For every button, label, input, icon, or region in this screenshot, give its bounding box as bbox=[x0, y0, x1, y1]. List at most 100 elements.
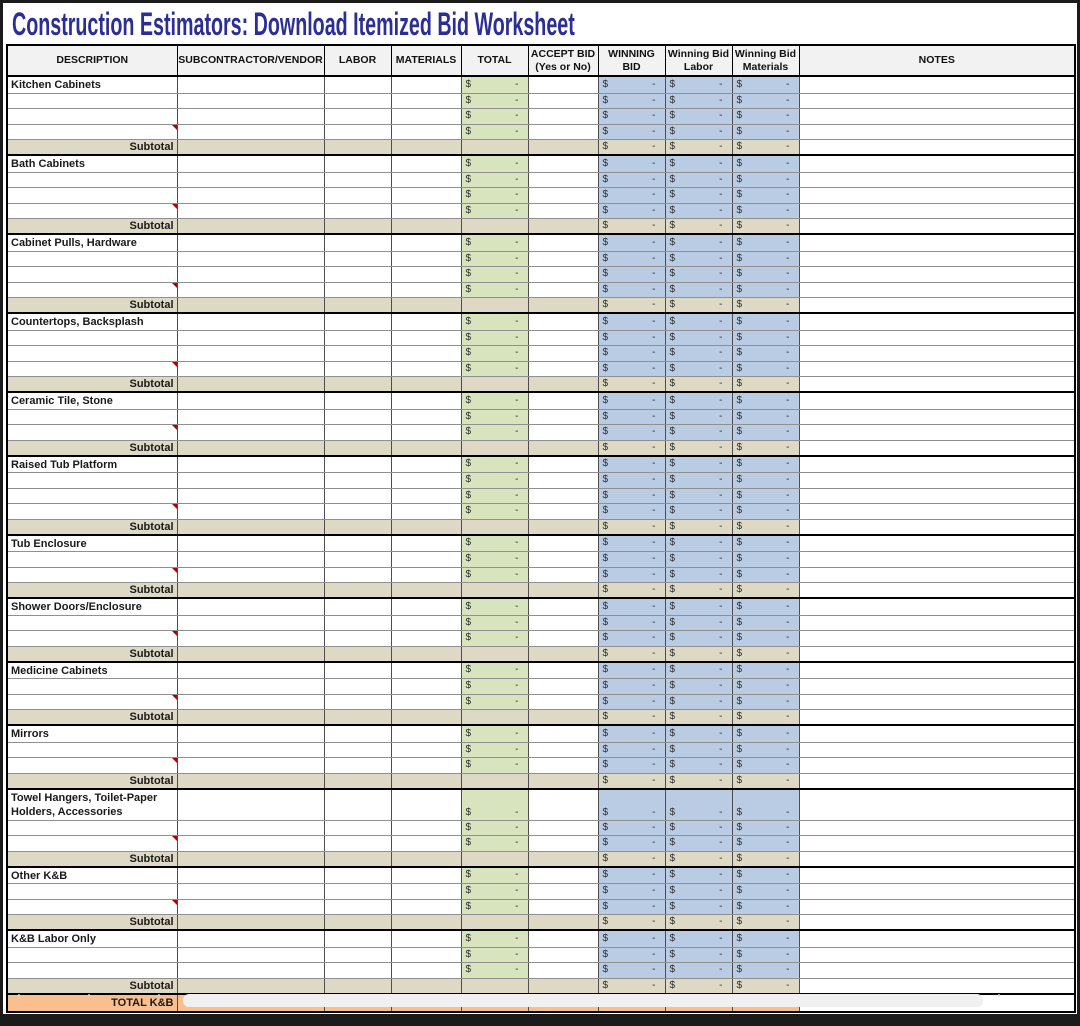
total-cell[interactable]: $ - bbox=[460, 408, 529, 425]
winning-bid-labor-cell[interactable]: $- bbox=[664, 946, 733, 963]
materials-cell[interactable] bbox=[390, 819, 462, 836]
labor-cell[interactable] bbox=[323, 533, 392, 552]
description-cell[interactable]: Countertops, Backsplash bbox=[6, 312, 178, 331]
subcontractor-vendor-cell[interactable] bbox=[176, 187, 325, 204]
subcontractor-vendor-cell[interactable] bbox=[176, 108, 325, 125]
winning-bid-cell[interactable]: $- bbox=[597, 424, 666, 441]
subcontractor-vendor-cell[interactable] bbox=[176, 962, 325, 979]
winning-bid-cell[interactable]: $- bbox=[597, 566, 666, 583]
labor-cell[interactable] bbox=[323, 75, 392, 94]
winning-bid-materials-cell[interactable]: $- bbox=[731, 533, 800, 552]
winning-bid-materials-cell[interactable]: $- bbox=[731, 977, 800, 994]
winning-bid-cell[interactable]: $- bbox=[597, 329, 666, 346]
labor-cell[interactable] bbox=[323, 582, 392, 599]
total-cell[interactable]: $ - bbox=[460, 281, 529, 298]
notes-cell[interactable] bbox=[798, 914, 1076, 931]
winning-bid-materials-cell[interactable]: $- bbox=[731, 108, 800, 125]
winning-bid-labor-cell[interactable]: $- bbox=[664, 187, 733, 204]
winning-bid-materials-cell[interactable]: $- bbox=[731, 218, 800, 235]
winning-bid-materials-cell[interactable]: $- bbox=[731, 454, 800, 473]
total-cell[interactable] bbox=[460, 582, 529, 599]
total-cell[interactable] bbox=[460, 645, 529, 662]
winning-bid-labor-cell[interactable]: $- bbox=[664, 139, 733, 156]
winning-bid-cell[interactable]: $- bbox=[597, 187, 666, 204]
winning-bid-labor-cell[interactable]: $- bbox=[664, 408, 733, 425]
subcontractor-vendor-cell[interactable] bbox=[176, 865, 325, 884]
notes-cell[interactable] bbox=[798, 946, 1076, 963]
labor-cell[interactable] bbox=[323, 171, 392, 188]
winning-bid-cell[interactable]: $- bbox=[597, 678, 666, 695]
description-cell[interactable] bbox=[6, 566, 178, 583]
materials-cell[interactable] bbox=[390, 678, 462, 695]
materials-cell[interactable] bbox=[390, 518, 462, 535]
winning-bid-cell[interactable]: $- bbox=[597, 281, 666, 298]
materials-cell[interactable] bbox=[390, 645, 462, 662]
subcontractor-vendor-cell[interactable] bbox=[176, 977, 325, 994]
description-cell[interactable]: Shower Doors/Enclosure bbox=[6, 597, 178, 616]
labor-cell[interactable] bbox=[323, 566, 392, 583]
notes-cell[interactable] bbox=[798, 533, 1076, 552]
accept-bid-cell[interactable] bbox=[527, 312, 599, 331]
materials-cell[interactable] bbox=[390, 266, 462, 283]
accept-bid-cell[interactable] bbox=[527, 757, 599, 774]
winning-bid-labor-cell[interactable]: $- bbox=[664, 108, 733, 125]
winning-bid-labor-cell[interactable]: $- bbox=[664, 678, 733, 695]
winning-bid-cell[interactable]: $- bbox=[597, 218, 666, 235]
subcontractor-vendor-cell[interactable] bbox=[176, 487, 325, 504]
labor-cell[interactable] bbox=[323, 391, 392, 410]
winning-bid-cell[interactable]: $- bbox=[597, 408, 666, 425]
notes-cell[interactable] bbox=[798, 660, 1076, 679]
labor-cell[interactable] bbox=[323, 250, 392, 267]
labor-cell[interactable] bbox=[323, 898, 392, 915]
description-cell[interactable]: Subtotal bbox=[6, 709, 178, 726]
materials-cell[interactable] bbox=[390, 693, 462, 710]
total-cell[interactable]: $ - bbox=[460, 202, 529, 219]
subcontractor-vendor-cell[interactable] bbox=[176, 92, 325, 109]
winning-bid-materials-cell[interactable]: $- bbox=[731, 487, 800, 504]
winning-bid-materials-cell[interactable]: $- bbox=[731, 741, 800, 758]
labor-cell[interactable] bbox=[323, 123, 392, 140]
winning-bid-labor-cell[interactable]: $- bbox=[664, 503, 733, 520]
winning-bid-cell[interactable]: $- bbox=[597, 582, 666, 599]
notes-cell[interactable] bbox=[798, 741, 1076, 758]
materials-cell[interactable] bbox=[390, 360, 462, 377]
materials-cell[interactable] bbox=[390, 391, 462, 410]
labor-cell[interactable] bbox=[323, 281, 392, 298]
materials-cell[interactable] bbox=[390, 582, 462, 599]
labor-cell[interactable] bbox=[323, 914, 392, 931]
materials-cell[interactable] bbox=[390, 281, 462, 298]
labor-cell[interactable] bbox=[323, 424, 392, 441]
subcontractor-vendor-cell[interactable] bbox=[176, 439, 325, 456]
winning-bid-materials-cell[interactable]: $- bbox=[731, 850, 800, 867]
labor-cell[interactable] bbox=[323, 345, 392, 362]
materials-cell[interactable] bbox=[390, 472, 462, 489]
notes-cell[interactable] bbox=[798, 709, 1076, 726]
winning-bid-labor-cell[interactable]: $- bbox=[664, 218, 733, 235]
description-cell[interactable]: K&B Labor Only bbox=[6, 929, 178, 948]
total-cell[interactable]: $ - bbox=[460, 360, 529, 377]
winning-bid-materials-cell[interactable]: $- bbox=[731, 424, 800, 441]
winning-bid-materials-cell[interactable]: $- bbox=[731, 724, 800, 743]
description-cell[interactable]: Medicine Cabinets bbox=[6, 660, 178, 679]
total-cell[interactable]: $ - bbox=[460, 233, 529, 252]
labor-cell[interactable] bbox=[323, 660, 392, 679]
winning-bid-cell[interactable]: $- bbox=[597, 551, 666, 568]
accept-bid-cell[interactable] bbox=[527, 171, 599, 188]
labor-cell[interactable] bbox=[323, 187, 392, 204]
materials-cell[interactable] bbox=[390, 75, 462, 94]
notes-cell[interactable] bbox=[798, 472, 1076, 489]
notes-cell[interactable] bbox=[798, 582, 1076, 599]
notes-cell[interactable] bbox=[798, 551, 1076, 568]
labor-cell[interactable] bbox=[323, 360, 392, 377]
accept-bid-cell[interactable] bbox=[527, 724, 599, 743]
winning-bid-labor-cell[interactable]: $- bbox=[664, 660, 733, 679]
winning-bid-cell[interactable]: $- bbox=[597, 75, 666, 94]
description-cell[interactable] bbox=[6, 345, 178, 362]
notes-cell[interactable] bbox=[798, 139, 1076, 156]
accept-bid-cell[interactable] bbox=[527, 614, 599, 631]
winning-bid-cell[interactable]: $- bbox=[597, 439, 666, 456]
total-cell[interactable]: $ - bbox=[460, 250, 529, 267]
total-cell[interactable]: $ - bbox=[460, 787, 529, 821]
materials-cell[interactable] bbox=[390, 977, 462, 994]
notes-cell[interactable] bbox=[798, 630, 1076, 647]
